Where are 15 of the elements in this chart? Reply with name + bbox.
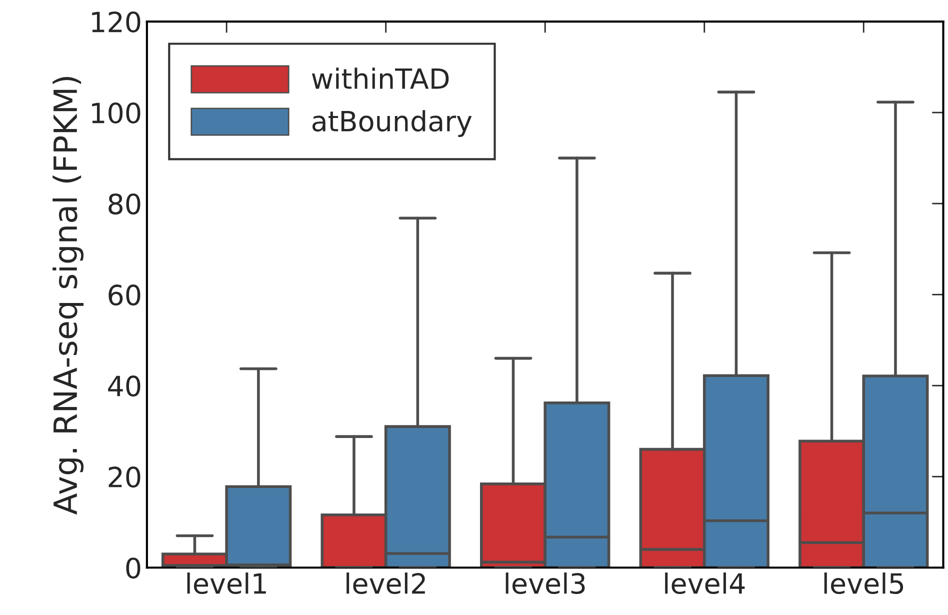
x-tick-label: level5 <box>824 572 904 594</box>
y-tick-label: 120 <box>92 11 140 32</box>
x-tick-label: level3 <box>506 572 585 594</box>
y-tick-label: 80 <box>108 194 140 215</box>
x-tick-label: level4 <box>665 572 745 594</box>
y-tick-label: 100 <box>92 102 140 124</box>
y-axis-title: Avg. RNA-seq signal (FPKM) <box>52 76 84 515</box>
y-tick-label: 40 <box>108 376 140 397</box>
y-tick-label: 20 <box>108 466 140 488</box>
y-tick-label: 0 <box>126 558 140 579</box>
legend-label: withinTAD <box>312 68 449 89</box>
x-tick-label: level1 <box>187 572 266 594</box>
x-tick-label: level2 <box>346 572 425 594</box>
legend-label: atBoundary <box>312 110 472 137</box>
y-tick-label: 60 <box>108 284 140 306</box>
